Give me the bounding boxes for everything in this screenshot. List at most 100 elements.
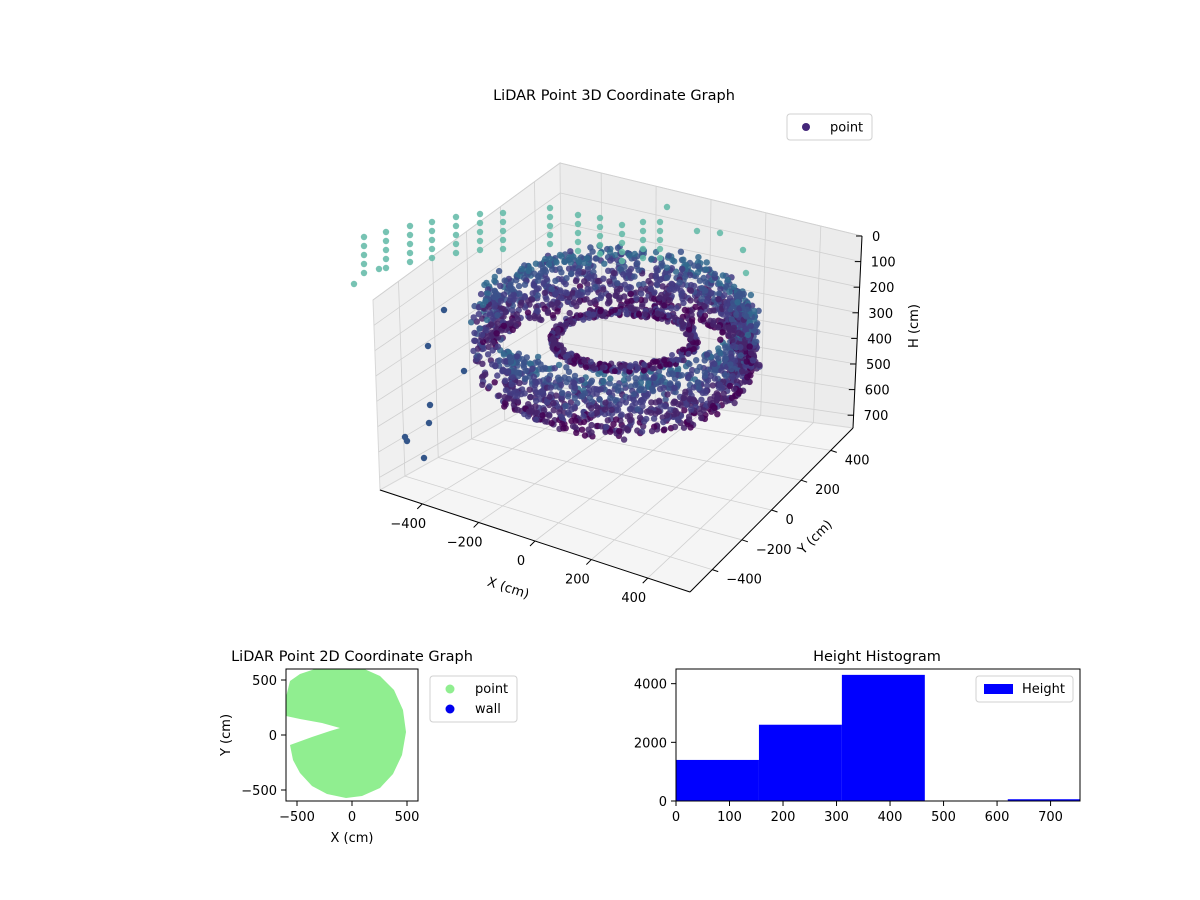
point-3d [617,412,624,419]
point-3d [537,270,544,277]
point-3d [737,352,744,359]
z-axis-line [852,235,863,429]
point-3d [717,349,724,357]
point-3d [532,403,539,410]
point-3d [539,412,546,419]
point-3d [667,304,675,312]
point-3d [580,316,587,323]
z-tick-label-3d: 500 [866,358,891,373]
point-3d [590,311,597,318]
point-3d [719,272,726,279]
point-3d [727,350,734,357]
point-3d [534,308,541,315]
point-3d [688,311,695,318]
point-3d [661,302,668,309]
point-3d-high [360,269,368,277]
point-3d [638,428,646,435]
point-3d [626,368,633,375]
histogram-bars [676,674,1080,801]
point-3d [608,406,615,414]
point-3d [531,312,538,319]
y-tick-label-histogram: 4000 [634,678,667,693]
point-3d [632,289,640,296]
histogram-bar [758,724,842,801]
point-3d [611,396,619,404]
x-tick-3d [642,577,649,584]
point-3d [633,295,640,302]
x-tick-label-3d: 400 [621,591,646,606]
point-3d-outlier [420,454,428,462]
y-tick-3d [712,569,719,573]
point-3d [716,280,723,287]
grid-line-left-z [374,222,562,351]
point-3d [534,353,542,361]
point-3d [555,342,562,349]
point-3d [607,257,614,264]
point-3d-high [428,227,436,235]
point-3d [636,414,644,421]
point-3d [692,303,699,311]
point-3d [511,367,518,375]
point-3d [578,376,585,384]
point-3d [698,414,705,422]
point-3d [651,295,658,303]
legend-histogram-box [975,675,1074,703]
point-3d-high [360,233,368,241]
point-3d [574,291,582,299]
point-3d-outlier [403,437,411,445]
point-3d [677,402,685,409]
point-3d [543,275,550,283]
point-3d [681,273,689,281]
point-3d [641,374,648,381]
point-3d [663,293,670,300]
x-tick-label-histogram: 700 [1038,810,1063,825]
point-3d [502,377,509,384]
point-3d [568,270,575,277]
point-3d [494,343,501,350]
point-3d [678,372,686,379]
point-3d [597,386,604,393]
point-3d [553,392,560,399]
point-3d [679,265,686,273]
point-3d [579,393,586,400]
point-3d [479,381,486,388]
point-3d [585,310,592,317]
y-tick-label-3d: −200 [756,543,792,558]
point-3d [626,252,633,259]
point-3d [635,266,642,274]
point-3d [679,346,686,353]
point-3d [695,254,702,261]
point-3d [518,265,525,273]
point-3d [715,296,722,303]
point-3d [702,387,709,394]
grid-line-back-z [560,222,860,288]
point-3d [599,364,606,371]
point-3d [548,301,555,308]
point-3d [721,291,728,299]
point-3d [556,265,563,272]
z-ticks-3d: 0 100 200 300 400 500 600 700 [847,230,896,424]
point-3d-high [618,257,626,265]
point-3d [496,392,503,399]
point-3d [584,289,591,296]
point-3d [562,402,569,410]
legend-3d-label-point: point [830,121,863,136]
point-3d [719,329,726,336]
point-3d [587,379,594,386]
point-3d [681,407,688,414]
point-3d [680,321,687,328]
point-3d-high [360,260,368,268]
point-3d [569,289,577,296]
point-3d [682,388,689,395]
point-3d-high [618,248,626,256]
point-3d [668,370,676,377]
point-3d [636,310,642,317]
point-3d [658,377,665,384]
point-3d-high [476,210,484,218]
point-3d [685,350,692,357]
point-3d [517,301,524,309]
point-3d [707,396,714,403]
point-3d-high [693,227,701,235]
point-3d [548,285,555,293]
point-3d [521,293,528,300]
